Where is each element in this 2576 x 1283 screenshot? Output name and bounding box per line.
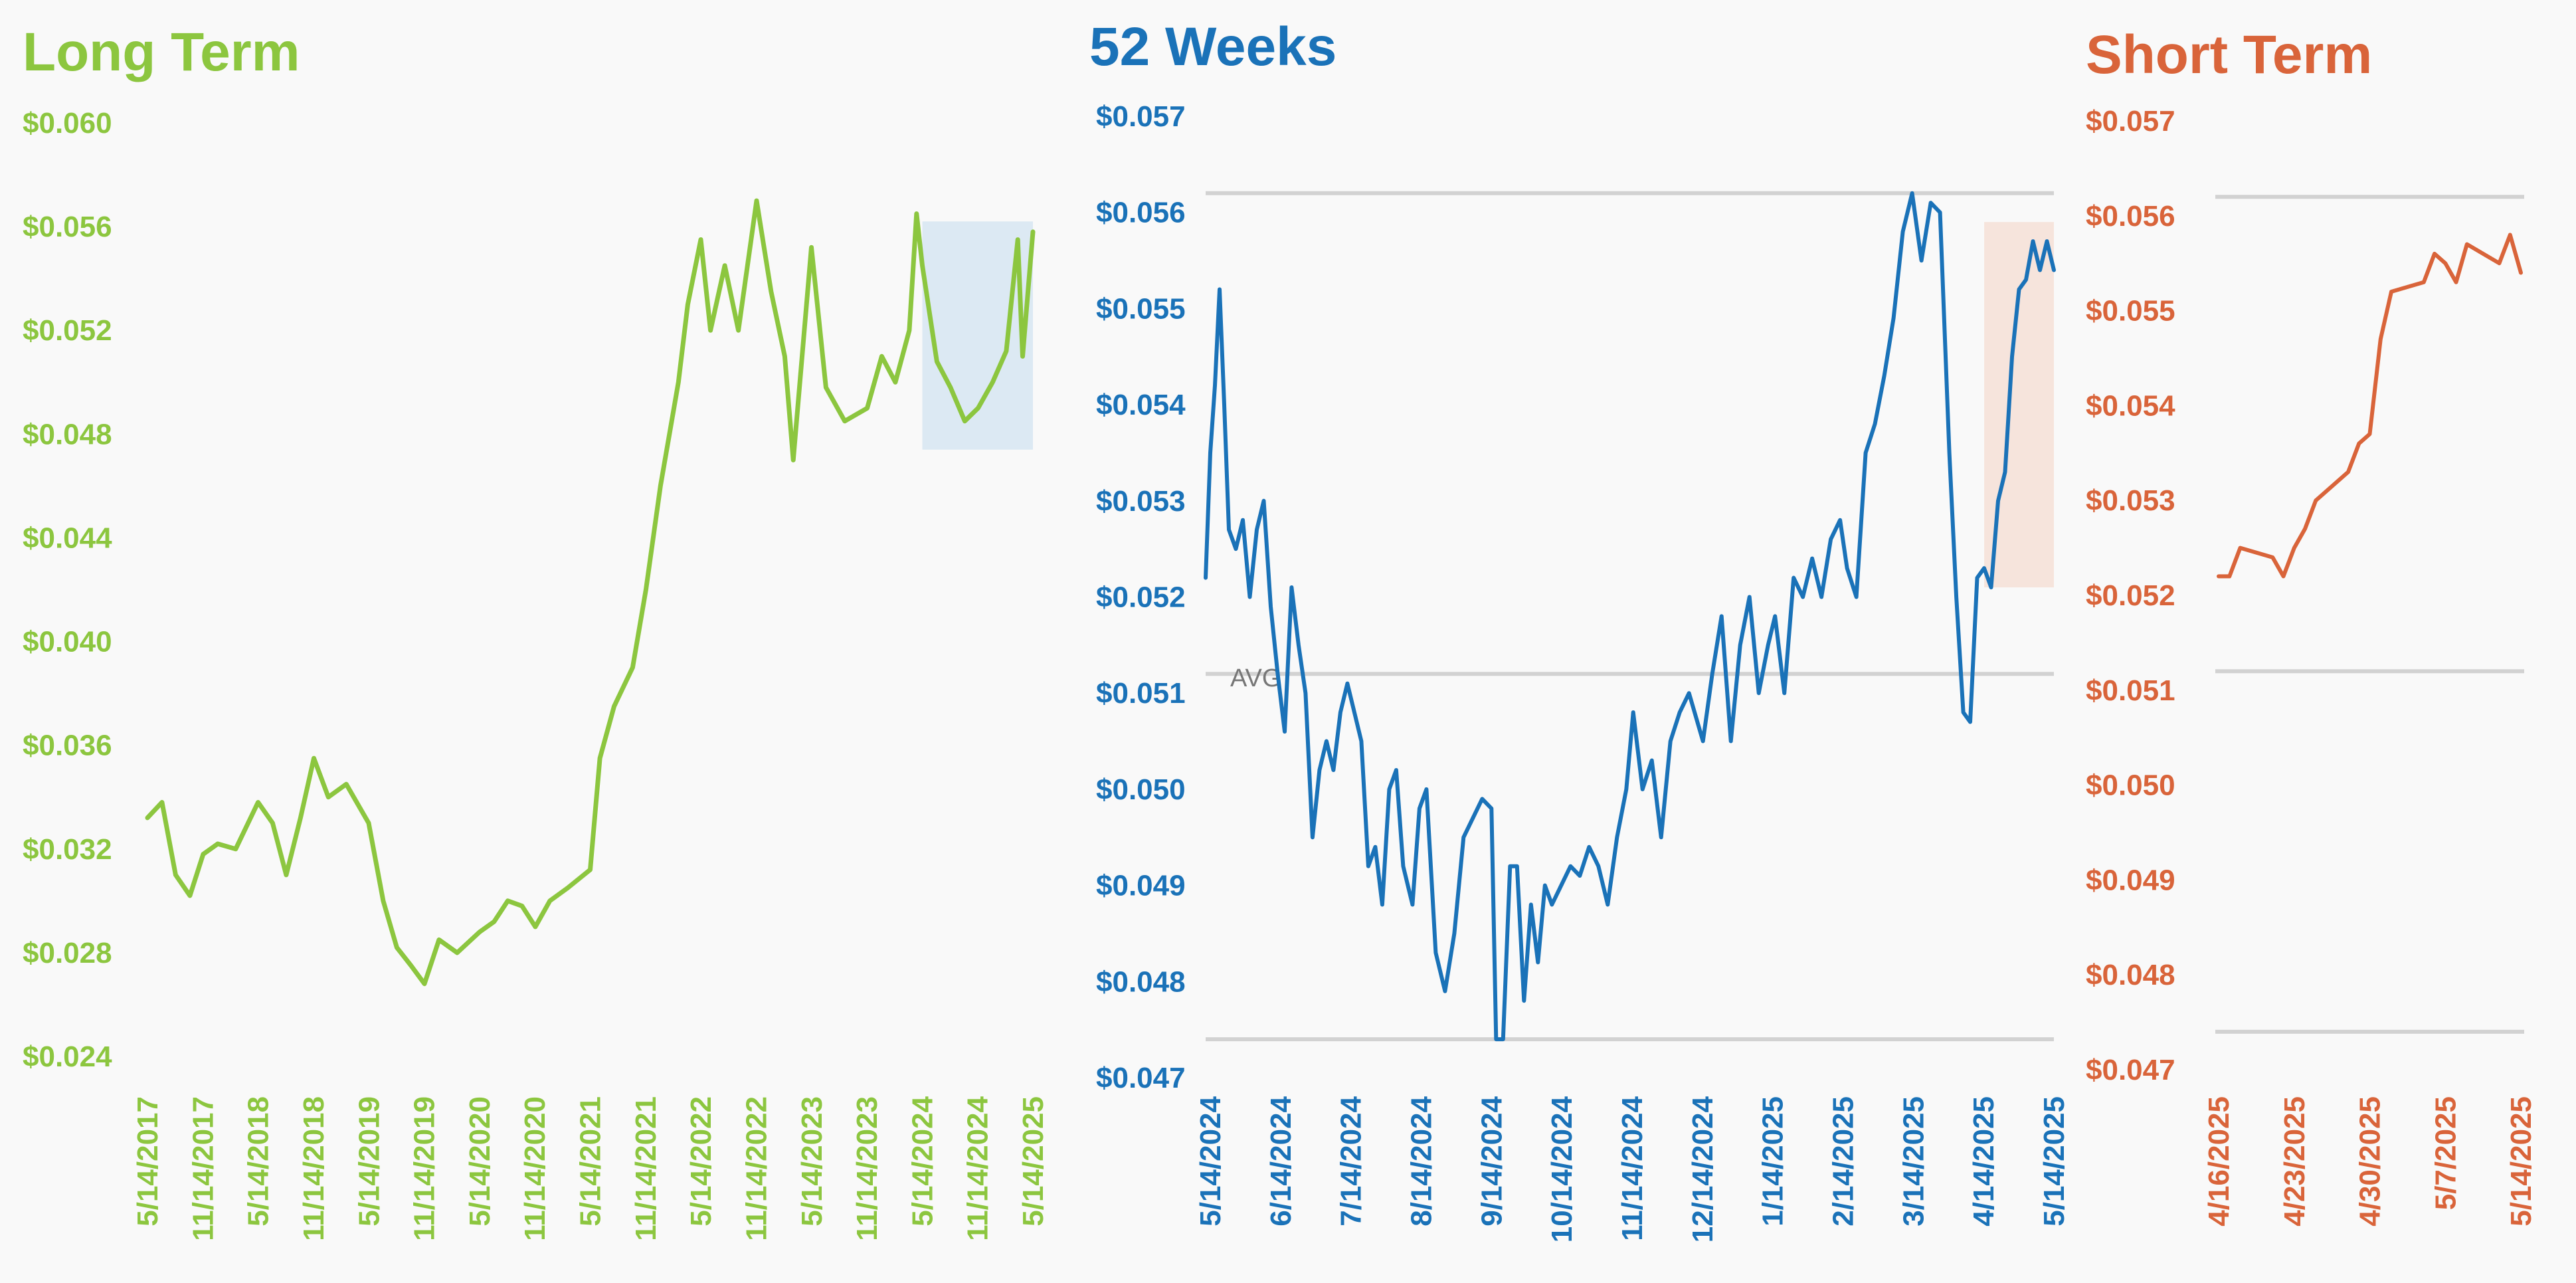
weeks-y-tick-label: $0.054 — [1096, 389, 1186, 421]
long-y-tick-label: $0.056 — [23, 211, 112, 243]
weeks-y-tick-label: $0.049 — [1096, 870, 1186, 902]
long-x-tick-label: 11/14/2019 — [409, 1096, 441, 1241]
short-x-tick-label: 5/14/2025 — [2505, 1096, 2537, 1227]
weeks-x-tick-label: 11/14/2024 — [1616, 1096, 1649, 1240]
short-y-tick-label: $0.049 — [2086, 864, 2175, 896]
weeks-x-tick-label: 5/14/2025 — [2038, 1096, 2070, 1227]
long-x-tick-label: 11/14/2021 — [630, 1096, 662, 1241]
short-x-tick-label: 4/23/2025 — [2278, 1096, 2311, 1227]
weeks-y-tick-label: $0.056 — [1096, 197, 1186, 229]
short-y-tick-label: $0.056 — [2086, 200, 2175, 233]
long-x-tick-label: 5/14/2018 — [242, 1096, 275, 1227]
short-chart-title: Short Term — [2086, 25, 2372, 85]
short-y-tick-label: $0.050 — [2086, 769, 2175, 802]
long-x-tick-label: 5/14/2022 — [685, 1096, 717, 1227]
weeks-y-tick-label: $0.047 — [1096, 1062, 1186, 1094]
short-x-tick-label: 4/16/2025 — [2203, 1096, 2235, 1227]
short-x-tick-label: 5/7/2025 — [2429, 1096, 2462, 1210]
long-y-tick-label: $0.032 — [23, 833, 112, 866]
long-x-tick-label: 11/14/2018 — [298, 1096, 330, 1241]
short-y-tick-label: $0.052 — [2086, 579, 2175, 612]
long-x-tick-label: 5/14/2017 — [132, 1096, 164, 1227]
weeks-x-tick-label: 5/14/2024 — [1194, 1096, 1227, 1226]
short-y-tick-label: $0.051 — [2086, 674, 2175, 707]
long-x-tick-label: 5/14/2024 — [906, 1096, 939, 1226]
weeks-y-tick-label: $0.053 — [1096, 485, 1186, 518]
short-y-tick-label: $0.055 — [2086, 295, 2175, 328]
weeks-x-tick-label: 3/14/2025 — [1897, 1096, 1930, 1227]
long-y-tick-label: $0.036 — [23, 730, 112, 762]
long-y-tick-label: $0.040 — [23, 626, 112, 658]
short-y-tick-label: $0.053 — [2086, 484, 2175, 517]
short-x-tick-label: 4/30/2025 — [2354, 1096, 2387, 1227]
weeks-y-tick-label: $0.052 — [1096, 581, 1186, 614]
weeks-x-tick-label: 8/14/2024 — [1406, 1096, 1438, 1226]
weeks-x-tick-label: 4/14/2025 — [1968, 1096, 2000, 1227]
long-x-tick-label: 11/14/2017 — [187, 1096, 219, 1241]
weeks-x-tick-label: 9/14/2024 — [1475, 1096, 1508, 1226]
long-x-tick-label: 5/14/2020 — [464, 1096, 496, 1227]
long-series-line — [145, 198, 1036, 987]
weeks-x-tick-label: 2/14/2025 — [1827, 1096, 1860, 1227]
weeks-x-tick-label: 6/14/2024 — [1265, 1096, 1297, 1226]
short-y-tick-label: $0.047 — [2086, 1054, 2175, 1086]
long-x-tick-label: 5/14/2021 — [575, 1096, 607, 1227]
long-x-tick-label: 11/14/2024 — [962, 1096, 994, 1240]
weeks-x-tick-label: 12/14/2024 — [1687, 1096, 1719, 1242]
short-y-tick-label: $0.057 — [2086, 105, 2175, 138]
long-y-tick-label: $0.044 — [23, 522, 112, 554]
long-y-tick-label: $0.024 — [23, 1040, 112, 1073]
long-x-tick-label: 11/14/2022 — [740, 1096, 773, 1241]
weeks-y-tick-label: $0.048 — [1096, 965, 1186, 998]
long-x-tick-label: 11/14/2023 — [851, 1096, 883, 1241]
short-y-tick-label: $0.054 — [2086, 389, 2175, 422]
short-y-tick-label: $0.048 — [2086, 959, 2175, 991]
long-x-tick-label: 5/14/2025 — [1017, 1096, 1050, 1227]
weeks-y-tick-label: $0.055 — [1096, 292, 1186, 325]
weeks-chart-title: 52 Weeks — [1089, 17, 1336, 77]
long-y-tick-label: $0.052 — [23, 314, 112, 347]
long-y-tick-label: $0.028 — [23, 937, 112, 969]
weeks-y-tick-label: $0.051 — [1096, 677, 1186, 710]
short-chart: Short Term $0.057 $0.056 $0.055 $0.054 $0.053… — [2086, 25, 2537, 1227]
long-x-tick-label: 5/14/2023 — [796, 1096, 828, 1227]
weeks-chart: 52 Weeks AVG $0.057 $0.056 $0.055 $0.054 $0.05… — [1089, 17, 2070, 1242]
weeks-x-tick-label: 7/14/2024 — [1335, 1096, 1368, 1226]
long-y-tick-label: $0.048 — [23, 418, 112, 450]
long-chart: Long Term $0.060 $0.056 $0.052 $0.048 $0.044 $… — [23, 22, 1050, 1241]
weeks-x-tick-label: 1/14/2025 — [1757, 1096, 1790, 1227]
long-y-tick-label: $0.060 — [23, 107, 112, 140]
weeks-series-line — [1204, 191, 2056, 1042]
long-x-tick-label: 11/14/2020 — [519, 1096, 551, 1241]
short-series-line — [2217, 233, 2523, 579]
avg-line-label: AVG — [1230, 664, 1281, 692]
long-x-tick-label: 5/14/2019 — [353, 1096, 385, 1227]
long-chart-title: Long Term — [23, 22, 300, 82]
weeks-y-tick-label: $0.057 — [1096, 100, 1186, 133]
weeks-x-tick-label: 10/14/2024 — [1546, 1096, 1578, 1242]
weeks-y-tick-label: $0.050 — [1096, 773, 1186, 806]
